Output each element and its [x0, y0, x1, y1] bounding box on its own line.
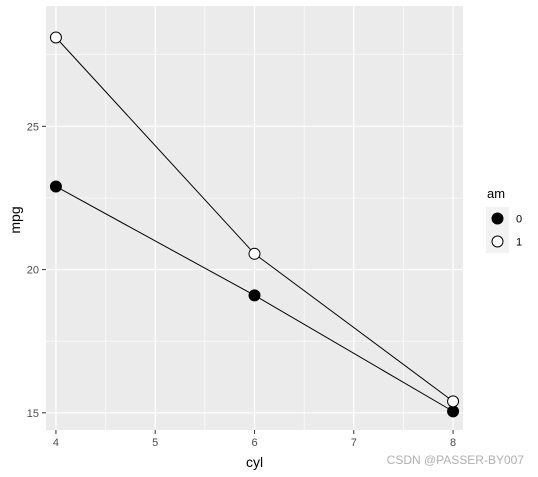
x-tick-label: 5 [152, 437, 158, 449]
x-tick-label: 8 [450, 437, 456, 449]
data-point-am-1 [248, 247, 261, 260]
legend: am 0 1 [486, 186, 522, 253]
y-tick-label: 25 [27, 121, 39, 133]
data-point-am-1 [49, 31, 62, 44]
x-tick-label: 7 [351, 437, 357, 449]
grid-major [46, 6, 463, 430]
watermark: CSDN @PASSER-BY007 [386, 453, 524, 467]
data-point-am-1 [447, 395, 460, 408]
x-axis-title: cyl [246, 454, 263, 470]
x-axis-ticks: 4 5 6 7 8 [53, 430, 456, 449]
y-tick-label: 20 [27, 265, 39, 277]
legend-key-am-0 [491, 212, 504, 225]
y-axis-title: mpg [7, 206, 23, 233]
x-tick-label: 4 [53, 437, 59, 449]
legend-title: am [487, 186, 505, 201]
legend-key-am-1 [491, 235, 504, 248]
y-tick-label: 15 [27, 408, 39, 420]
data-point-am-0 [248, 289, 261, 302]
y-axis-ticks: 15 20 25 [27, 121, 46, 420]
x-tick-label: 6 [251, 437, 257, 449]
legend-label-am-1: 1 [516, 237, 522, 249]
series-points [49, 31, 460, 418]
data-point-am-0 [447, 405, 460, 418]
data-point-am-0 [49, 180, 62, 193]
legend-label-am-0: 0 [516, 214, 522, 226]
